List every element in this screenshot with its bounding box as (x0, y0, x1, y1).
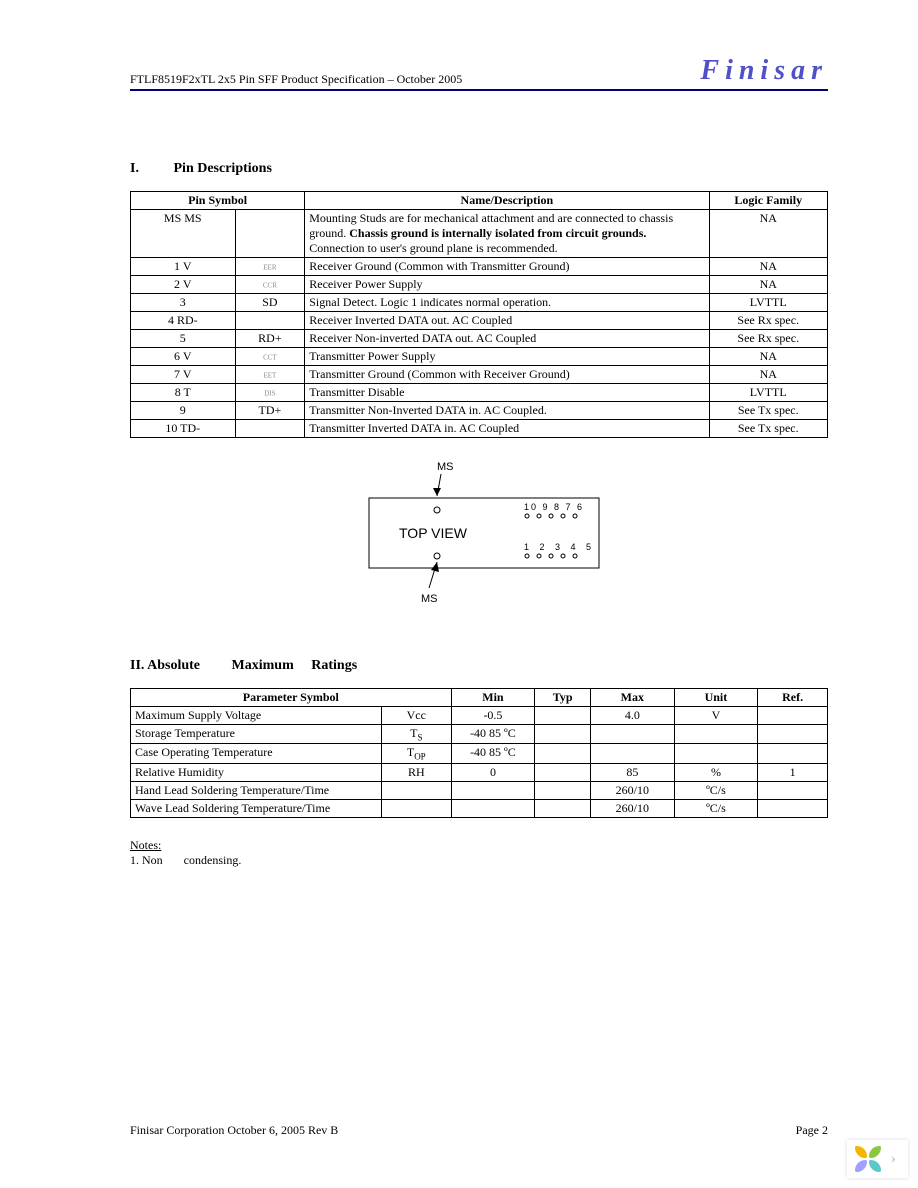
page-footer: Finisar Corporation October 6, 2005 Rev … (130, 1123, 828, 1138)
table-row: 6 V CCT Transmitter Power Supply NA (131, 348, 828, 366)
chevron-right-icon[interactable]: › (887, 1150, 900, 1168)
table-row: 9 TD+ Transmitter Non-Inverted DATA in. … (131, 402, 828, 420)
table-header-row: Parameter Symbol Min Typ Max Unit Ref. (131, 689, 828, 707)
pin-circles-bottom (525, 554, 577, 558)
table-row: Relative Humidity RH 0 85 % 1 (131, 763, 828, 781)
top-view-label: TOP VIEW (399, 525, 468, 541)
table-row: Maximum Supply Voltage Vcc -0.5 4.0 V (131, 707, 828, 725)
table-row: 3 SD Signal Detect. Logic 1 indicates no… (131, 294, 828, 312)
pins-bottom-label: 1 2 3 4 5 (524, 542, 595, 552)
table-header-row: Pin Symbol Name/Description Logic Family (131, 192, 828, 210)
cell-desc: Mounting Studs are for mechanical attach… (305, 210, 709, 258)
absolute-maximum-ratings-table: Parameter Symbol Min Typ Max Unit Ref. M… (130, 688, 828, 818)
section1-text: Pin Descriptions (174, 161, 272, 176)
pin-descriptions-table: Pin Symbol Name/Description Logic Family… (130, 191, 828, 438)
page-header: FTLF8519F2xTL 2x5 Pin SFF Product Specif… (130, 55, 828, 91)
col-pin-symbol: Pin Symbol (131, 192, 305, 210)
pinwheel-icon (855, 1146, 881, 1172)
viewer-widget[interactable]: › (847, 1140, 908, 1178)
footer-left: Finisar Corporation October 6, 2005 Rev … (130, 1123, 338, 1138)
table-row: Case Operating Temperature TOP -40 85 ºC (131, 744, 828, 763)
notes-heading: Notes: (130, 838, 161, 852)
col-logic-family: Logic Family (709, 192, 828, 210)
pin-circles-top (525, 514, 577, 518)
note-1a: 1. Non (130, 853, 163, 867)
table-row: MS MS Mounting Studs are for mechanical … (131, 210, 828, 258)
ms-bottom-label: MS (421, 593, 438, 605)
table-row: Hand Lead Soldering Temperature/Time 260… (131, 781, 828, 799)
section2-title: II. Absolute Maximum Ratings (130, 658, 828, 674)
table-row: 5 RD+ Receiver Non-inverted DATA out. AC… (131, 330, 828, 348)
pins-top-label: 10 9 8 7 6 (524, 502, 584, 512)
footer-right: Page 2 (796, 1123, 828, 1138)
finisar-logo: Finisar (700, 55, 828, 87)
table-row: Wave Lead Soldering Temperature/Time 260… (131, 799, 828, 817)
table-row: Storage Temperature TS -40 85 ºC (131, 725, 828, 744)
table-row: 7 V EET Transmitter Ground (Common with … (131, 366, 828, 384)
table-row: 10 TD- Transmitter Inverted DATA in. AC … (131, 420, 828, 438)
table-row: 8 T DIS Transmitter Disable LVTTL (131, 384, 828, 402)
cell-logic: NA (709, 210, 828, 258)
section1-title: I. Pin Descriptions (130, 161, 828, 177)
table-row: 4 RD- Receiver Inverted DATA out. AC Cou… (131, 312, 828, 330)
section1-num: I. (130, 161, 170, 177)
top-view-diagram: MS TOP VIEW 10 9 8 7 6 1 2 3 4 5 MS (130, 458, 828, 618)
cell-sym (235, 210, 305, 258)
ms-top-label: MS (437, 461, 454, 473)
cell-pin: MS MS (131, 210, 236, 258)
notes-block: Notes: 1. Non condensing. (130, 838, 828, 868)
col-name-desc: Name/Description (305, 192, 709, 210)
doc-title: FTLF8519F2xTL 2x5 Pin SFF Product Specif… (130, 72, 462, 87)
table-row: 1 V EER Receiver Ground (Common with Tra… (131, 258, 828, 276)
note-1b: condensing. (184, 853, 242, 867)
table-row: 2 V CCR Receiver Power Supply NA (131, 276, 828, 294)
